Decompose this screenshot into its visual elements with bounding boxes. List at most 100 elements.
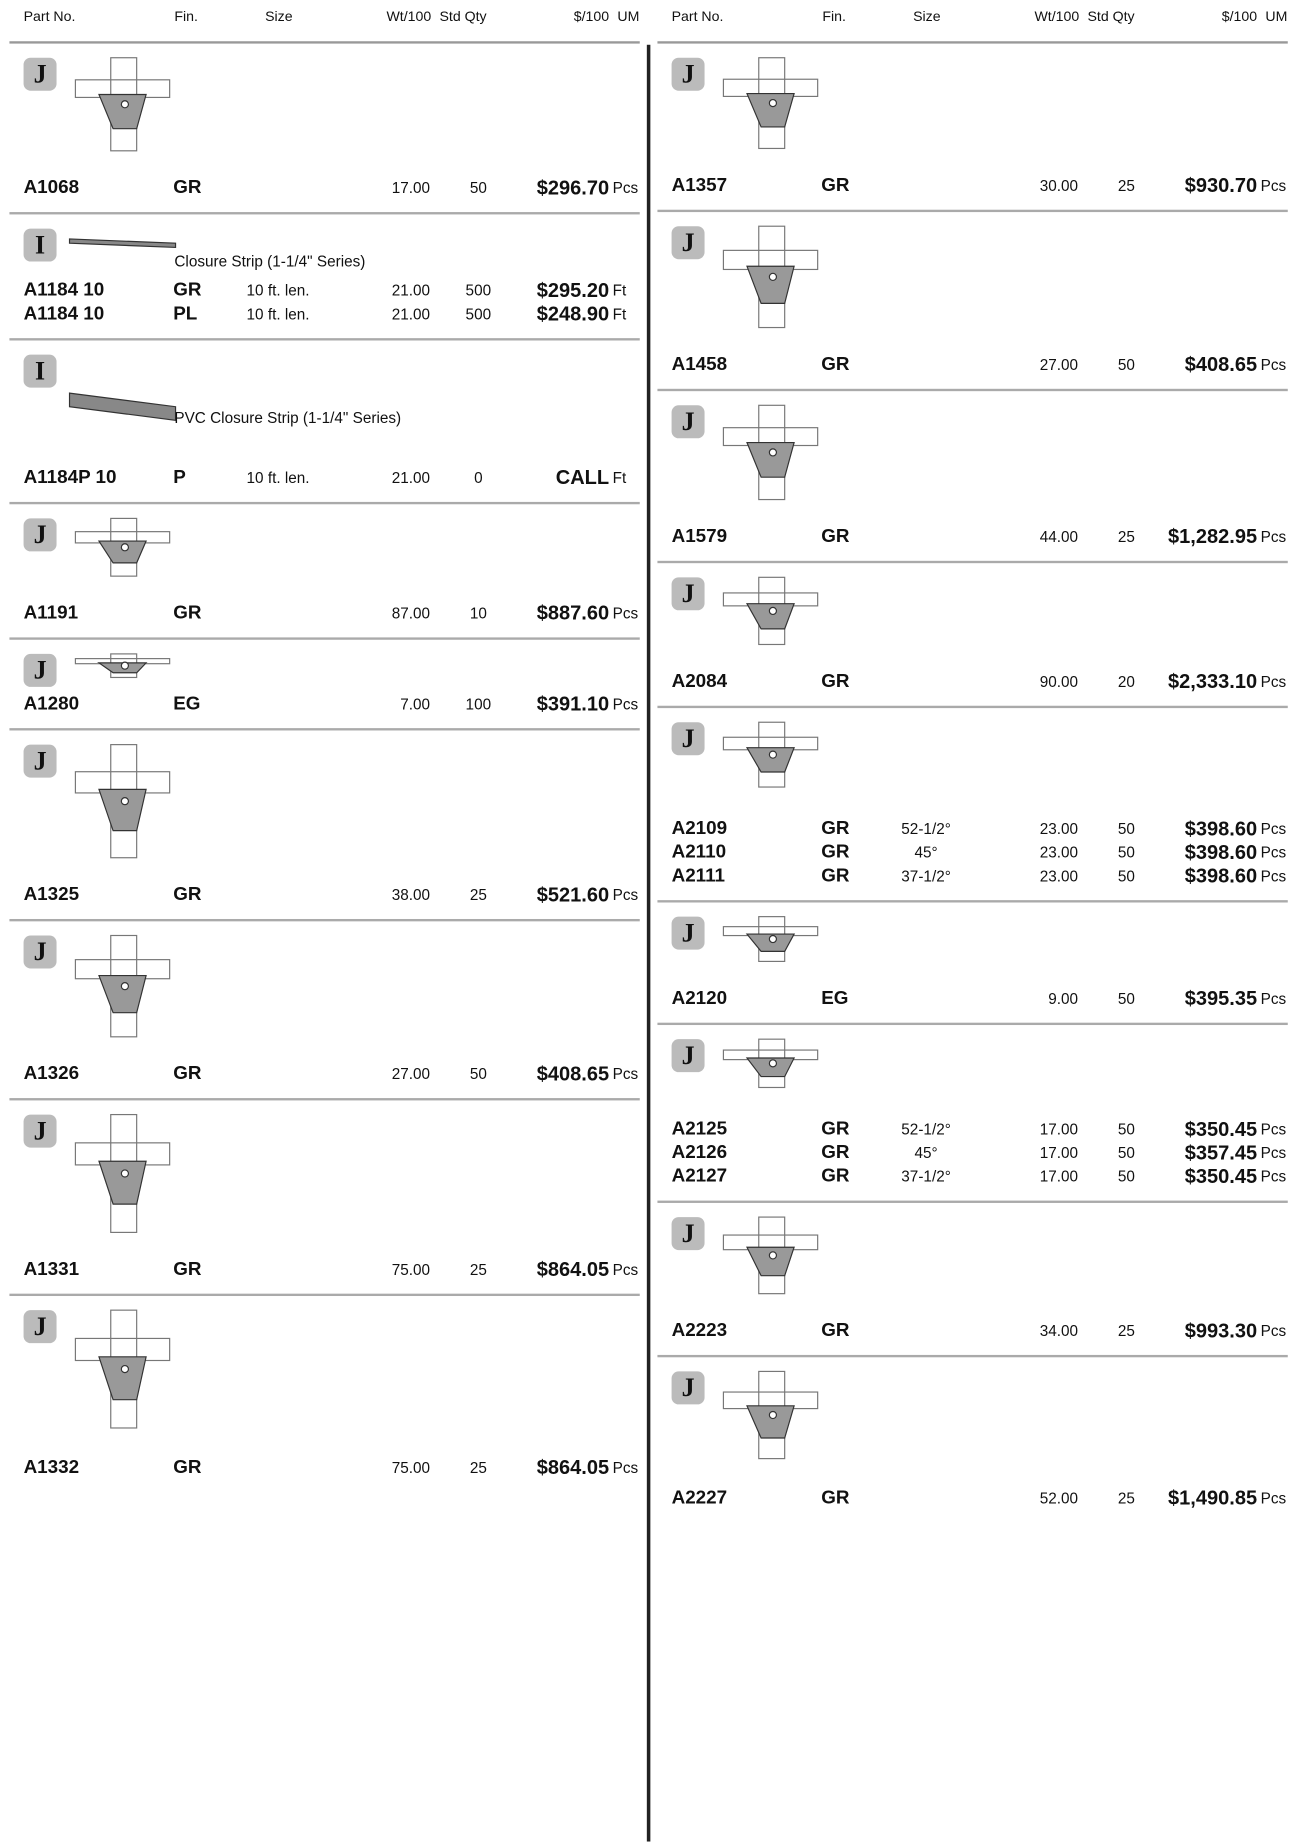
product-row: A1184 10 PL 10 ft. len. 21.00 500 $248.90 Ft: [9, 303, 639, 327]
rows: A1068 GR 17.00 50 $296.70 Pcs: [9, 177, 639, 201]
unit: Pcs: [1260, 1489, 1287, 1507]
part-number: A1579: [671, 526, 728, 547]
size: 37-1/2°: [901, 867, 951, 885]
finish: GR: [821, 1320, 850, 1341]
rows: A2084 GR 90.00 20 $2,333.10 Pcs: [657, 670, 1287, 694]
std-qty: 0: [474, 468, 483, 487]
size: 52-1/2°: [901, 820, 951, 838]
product-section: J A1191 GR 87.00 10 $887.60 Pcs: [9, 504, 640, 640]
unit: Pcs: [1260, 820, 1287, 838]
rows: A1325 GR 38.00 25 $521.60 Pcs: [9, 884, 639, 908]
product-row: A1184P 10 P 10 ft. len. 21.00 0 CALL Ft: [9, 467, 639, 491]
size: 10 ft. len.: [246, 305, 310, 323]
product-image: [722, 916, 819, 963]
price: $296.70: [536, 176, 610, 200]
header-rule: [9, 41, 640, 44]
badge: J: [23, 1310, 57, 1344]
finish: GR: [821, 354, 850, 375]
header-cell: Part No.: [671, 8, 724, 25]
product-section: J A1325 GR 38.00 25 $521.60 Pcs: [9, 730, 640, 922]
product-image: [722, 404, 819, 501]
product-row: A1191 GR 87.00 10 $887.60 Pcs: [9, 602, 639, 626]
badge: J: [671, 1371, 705, 1405]
product-row: A1280 EG 7.00 100 $391.10 Pcs: [9, 693, 639, 717]
product-row: A2084 GR 90.00 20 $2,333.10 Pcs: [657, 670, 1287, 694]
price: $395.35: [1184, 987, 1258, 1010]
product-row: A1579 GR 44.00 25 $1,282.95 Pcs: [657, 525, 1287, 549]
description: Closure Strip (1-1/4" Series): [174, 252, 366, 270]
product-row: A2120 EG 9.00 50 $395.35 Pcs: [657, 987, 1287, 1011]
product-section: I PVC Closure Strip (1-1/4" Series) A1184P…: [9, 340, 640, 505]
header-cell: $/100: [1221, 8, 1258, 25]
weight: 34.00: [1039, 1321, 1079, 1340]
finish: GR: [821, 671, 850, 692]
part-number: A1458: [671, 354, 728, 375]
product-row: A1331 GR 75.00 25 $864.05 Pcs: [9, 1258, 639, 1282]
unit: Pcs: [1260, 1167, 1287, 1186]
header-cell: Fin.: [822, 8, 846, 25]
std-qty: 50: [1117, 989, 1135, 1008]
rows: A1357 GR 30.00 25 $930.70 Pcs: [657, 174, 1287, 198]
product-row: A1332 GR 75.00 25 $864.05 Pcs: [9, 1456, 639, 1480]
weight: 23.00: [1039, 820, 1079, 838]
header-cell: UM: [617, 8, 640, 25]
finish: EG: [173, 693, 201, 714]
part-number: A2227: [671, 1488, 728, 1509]
price: $521.60: [536, 883, 610, 907]
size: 45°: [914, 1144, 938, 1162]
product-section: J A1332 GR 75.00 25 $864.05 Pcs: [9, 1296, 639, 1492]
unit: Pcs: [1260, 867, 1287, 885]
part-number: A2111: [671, 865, 726, 887]
std-qty: 20: [1117, 672, 1135, 691]
product-row: A2110 GR 45° 23.00 50 $398.60 Pcs: [657, 841, 1287, 865]
std-qty: 10: [469, 604, 487, 623]
product-section: J A2084 GR 90.00 20 $2,333.10 Pcs: [657, 563, 1288, 709]
description: PVC Closure Strip (1-1/4" Series): [174, 408, 402, 427]
column: Part No. Fin. Size Wt/100 Std Qty $/100 UM J A10…: [9, 0, 640, 1842]
unit: Pcs: [1260, 1144, 1287, 1162]
rows: A2223 GR 34.00 25 $993.30 Pcs: [657, 1320, 1287, 1344]
rows: A1191 GR 87.00 10 $887.60 Pcs: [9, 602, 639, 626]
std-qty: 50: [1117, 867, 1135, 885]
unit: Ft: [612, 468, 627, 487]
product-row: A2125 GR 52-1/2° 17.00 50 $350.45 Pcs: [657, 1118, 1287, 1142]
header-cell: Size: [913, 8, 941, 25]
product-image: [74, 653, 171, 679]
std-qty: 50: [1117, 820, 1135, 838]
rows: A2109 GR 52-1/2° 23.00 50 $398.60 Pcs A2110 GR 45…: [657, 818, 1287, 889]
price: $864.05: [536, 1258, 610, 1281]
product-section: J A2120 EG 9.00 50 $395.35 Pcs: [657, 903, 1288, 1026]
size: 45°: [914, 843, 938, 862]
product-row: A2227 GR 52.00 25 $1,490.85 Pcs: [657, 1487, 1287, 1511]
product-image: [722, 1370, 819, 1460]
weight: 44.00: [1039, 527, 1079, 546]
part-number: A1332: [23, 1457, 80, 1478]
unit: Pcs: [1260, 176, 1287, 195]
weight: 17.00: [1039, 1167, 1079, 1186]
unit: Pcs: [612, 1065, 639, 1083]
rows: A2125 GR 52-1/2° 17.00 50 $350.45 Pcs A2126 GR 45…: [657, 1118, 1287, 1189]
finish: GR: [821, 1166, 850, 1187]
product-image: [722, 57, 819, 150]
finish: GR: [173, 280, 202, 301]
price: $1,282.95: [1168, 525, 1258, 548]
part-number: A1191: [23, 603, 79, 624]
product-image: [74, 1113, 171, 1233]
part-number: A1280: [23, 693, 80, 714]
part-number: A1326: [23, 1063, 80, 1084]
finish: GR: [821, 1488, 850, 1509]
header-cell: Wt/100: [386, 8, 432, 25]
rows: A1280 EG 7.00 100 $391.10 Pcs: [9, 693, 639, 717]
badge: J: [23, 518, 57, 552]
product-row: A1357 GR 30.00 25 $930.70 Pcs: [657, 174, 1287, 198]
weight: 7.00: [400, 695, 431, 713]
price: $350.45: [1184, 1165, 1258, 1188]
weight: 30.00: [1039, 176, 1079, 195]
part-number: A1184 10: [23, 303, 105, 325]
weight: 17.00: [1039, 1120, 1079, 1139]
product-image: [722, 576, 819, 646]
header-cell: Std Qty: [439, 8, 487, 25]
std-qty: 25: [469, 886, 487, 904]
badge: J: [671, 405, 705, 439]
